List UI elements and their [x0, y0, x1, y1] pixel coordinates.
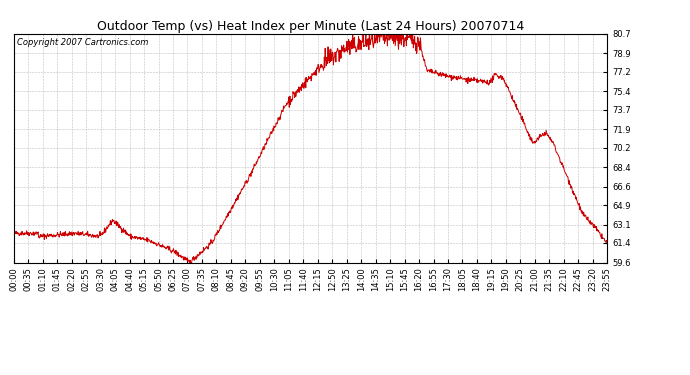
Title: Outdoor Temp (vs) Heat Index per Minute (Last 24 Hours) 20070714: Outdoor Temp (vs) Heat Index per Minute …: [97, 20, 524, 33]
Text: Copyright 2007 Cartronics.com: Copyright 2007 Cartronics.com: [17, 38, 148, 47]
